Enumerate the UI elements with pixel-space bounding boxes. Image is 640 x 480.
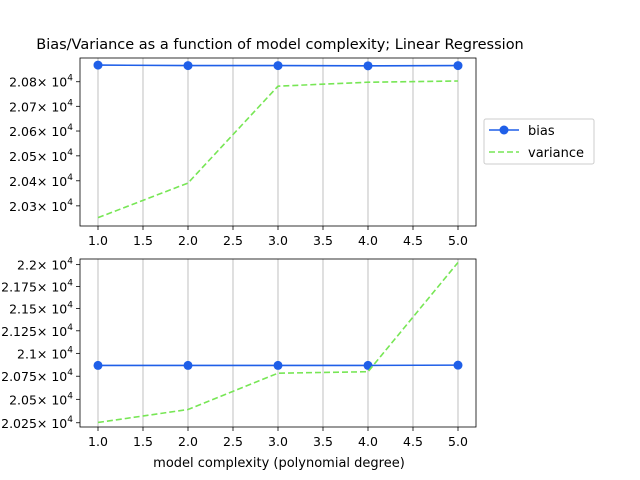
y-tick-label: 2.04× 104: [9, 173, 73, 189]
x-tick-label: 1.0: [88, 434, 108, 449]
x-tick-label: 5.0: [448, 434, 468, 449]
series-variance-line: [97, 80, 459, 219]
series-bias-point: [93, 60, 103, 70]
x-tick-label: 4.5: [403, 233, 423, 248]
y-tick-label: 2.1× 104: [17, 345, 73, 361]
y-tick-label: 2.06× 104: [9, 123, 73, 139]
legend-bias-marker: [499, 125, 509, 135]
y-tick-label: 2.175× 104: [1, 278, 73, 294]
plot-frame: [79, 258, 477, 428]
series-bias-point: [453, 61, 463, 71]
bottom-plot: 1.0 1.5 2.0 2.5 3.0 3.5 4.0 4.5 5.0 2.025× 104 2.0…: [1, 257, 477, 449]
series-bias-point: [93, 360, 103, 370]
x-tick-label: 3.0: [268, 233, 288, 248]
x-tick-label: 1.0: [88, 233, 108, 248]
legend-variance-label: variance: [528, 146, 584, 161]
legend: bias variance: [483, 118, 595, 165]
series-bias-point: [273, 360, 283, 370]
series-bias-point: [363, 360, 373, 370]
y-tick-label: 2.08× 104: [9, 74, 73, 90]
y-tick-label: 2.15× 104: [9, 300, 73, 316]
x-tick-label: 2.0: [178, 233, 198, 248]
series-variance-line: [97, 261, 459, 424]
x-tick-label: 4.0: [358, 434, 378, 449]
top-plot: 1.0 1.5 2.0 2.5 3.0 3.5 4.0 4.5 5.0 2.03× 104 2.04…: [9, 57, 477, 248]
x-tick-label: 4.0: [358, 233, 378, 248]
x-tick-label: 3.5: [313, 233, 333, 248]
x-axis-label: model complexity (polynomial degree): [153, 456, 405, 471]
x-tick-label: 4.5: [403, 434, 423, 449]
y-tick-label: 2.05× 104: [9, 391, 73, 407]
x-tick-label: 5.0: [448, 233, 468, 248]
x-tick-label: 3.5: [313, 434, 333, 449]
legend-bias-label: bias: [528, 124, 555, 139]
series-bias-point: [183, 61, 193, 71]
series-bias-point: [363, 61, 373, 71]
x-tick-label: 3.0: [268, 434, 288, 449]
y-tick-label: 2.025× 104: [1, 415, 73, 431]
y-tick-label: 2.07× 104: [9, 98, 73, 114]
series-bias-point: [183, 360, 193, 370]
y-tick-label: 2.05× 104: [9, 148, 73, 164]
y-tick-label: 2.2× 104: [17, 257, 73, 273]
x-tick-label: 1.5: [133, 233, 153, 248]
chart-title: Bias/Variance as a function of model com…: [36, 37, 524, 53]
x-tick-label: 1.5: [133, 434, 153, 449]
x-tick-label: 2.5: [223, 233, 243, 248]
y-tick-label: 2.125× 104: [1, 323, 73, 339]
x-tick-label: 2.0: [178, 434, 198, 449]
y-tick-label: 2.075× 104: [1, 368, 73, 384]
x-tick-label: 2.5: [223, 434, 243, 449]
plot-frame: [79, 57, 477, 227]
y-tick-label: 2.03× 104: [9, 198, 73, 214]
series-bias-point: [453, 360, 463, 370]
series-bias-point: [273, 61, 283, 71]
